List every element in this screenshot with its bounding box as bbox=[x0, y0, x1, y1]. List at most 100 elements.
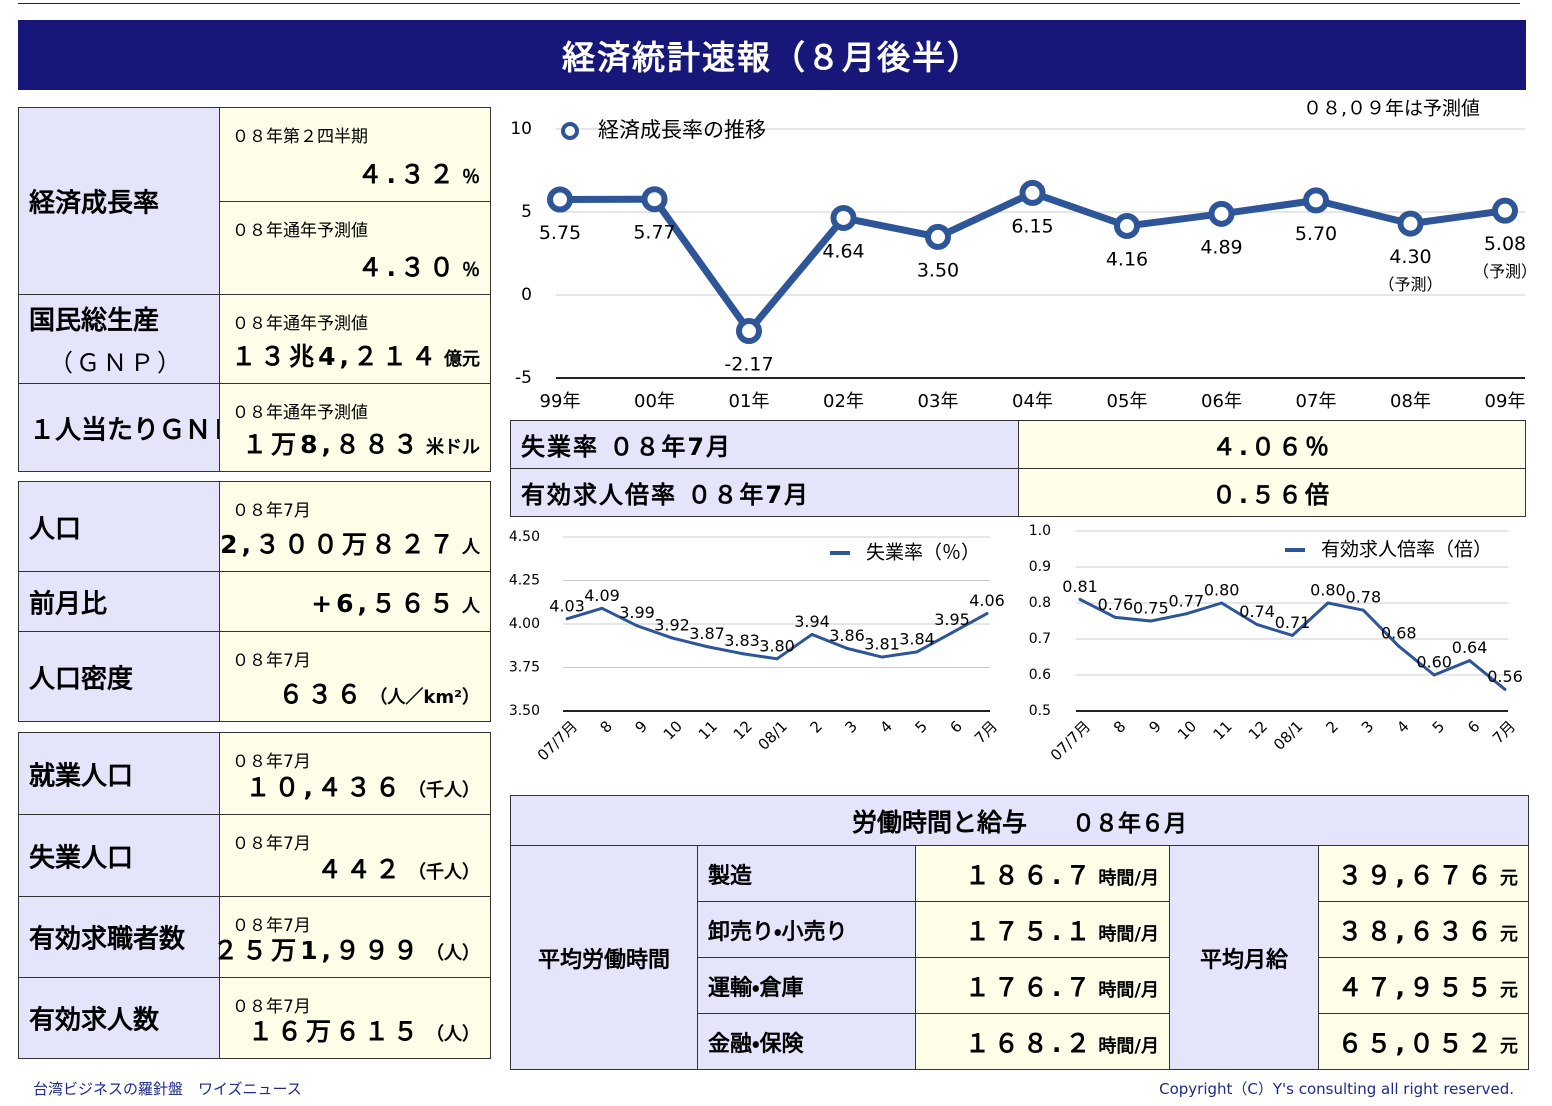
point bbox=[1255, 623, 1259, 627]
footer-right: Copyright（C）Y's consulting all right res… bbox=[1159, 1080, 1514, 1098]
label-text: 人口密度 bbox=[29, 664, 134, 694]
data-label: 3.99 bbox=[619, 603, 655, 622]
value-caption: ０８年通年予測値 bbox=[232, 314, 368, 334]
label-cell: 就業人口 bbox=[18, 732, 220, 815]
value-unit: （人） bbox=[426, 1024, 480, 1045]
label-text: 人口 bbox=[29, 514, 82, 544]
data-label: 3.84 bbox=[899, 629, 935, 648]
point bbox=[1149, 619, 1153, 623]
label-cell: １人当たりＧＮＰ bbox=[18, 383, 237, 472]
value-unit: （千人） bbox=[408, 862, 480, 883]
labor-row: 平均労働時間 製造 １８６.７ 時間/月 平均月給 ３９,６７６ 元 bbox=[510, 845, 1530, 1070]
label-cell: 経済成長率 bbox=[18, 107, 220, 295]
row-label: 経済成長率 bbox=[29, 183, 159, 220]
data-label: 4.06 bbox=[969, 591, 1005, 610]
y-tick-label: 4.00 bbox=[509, 616, 540, 632]
x-tick-label: 9 bbox=[1145, 717, 1164, 736]
y-tick-label: 3.50 bbox=[509, 703, 540, 719]
x-tick-label: 6 bbox=[947, 717, 966, 736]
x-tick-label: 00年 bbox=[634, 391, 675, 412]
x-tick-label: 04年 bbox=[1012, 391, 1053, 412]
labor-row: 運輸・倉庫 １７６.７ 時間/月 ４７,９５５ 元 bbox=[511, 957, 1530, 1014]
employment-value: ４.０６％ bbox=[1018, 420, 1526, 469]
data-label: 0.78 bbox=[1346, 588, 1382, 607]
x-tick-label: 8 bbox=[1110, 717, 1129, 736]
x-tick-label: 09年 bbox=[1485, 391, 1526, 412]
row-label: 人口 bbox=[29, 508, 81, 545]
point bbox=[1468, 659, 1472, 663]
point bbox=[1397, 644, 1401, 648]
label-text: 経済成長率 bbox=[29, 188, 160, 219]
point-marker bbox=[925, 223, 951, 250]
value-caption: ０８年7月 bbox=[232, 997, 311, 1017]
x-tick-label: 2 bbox=[1322, 717, 1341, 736]
wage: ３９,６７６ 元 bbox=[1317, 845, 1530, 902]
x-tick-label: 4 bbox=[1393, 717, 1412, 736]
labor-period: ０８年６月 bbox=[1072, 810, 1188, 837]
data-label: 4.16 bbox=[1106, 248, 1148, 270]
y-tick-label: -5 bbox=[515, 368, 532, 388]
point-marker bbox=[736, 318, 762, 345]
data-label: 0.56 bbox=[1487, 667, 1523, 686]
value-caption: ０８年7月 bbox=[232, 752, 311, 772]
y-tick-label: 10 bbox=[510, 119, 532, 139]
point bbox=[600, 606, 604, 610]
point bbox=[880, 655, 884, 659]
point bbox=[985, 612, 989, 616]
point-note: （予測） bbox=[1378, 275, 1442, 294]
legend-marker bbox=[561, 122, 579, 140]
x-tick-label: 12 bbox=[1245, 717, 1271, 743]
data-label: 6.15 bbox=[1011, 215, 1053, 237]
x-tick-label: 08/1 bbox=[754, 717, 791, 754]
row-label: 人口密度 bbox=[29, 658, 133, 695]
data-label: 3.95 bbox=[934, 610, 970, 629]
hours-label: 平均労働時間 bbox=[510, 845, 698, 1070]
point-marker bbox=[641, 186, 668, 213]
value-cell: ０８年通年予測値 １万8,８８３ 米ドル bbox=[219, 383, 491, 472]
y-tick-label: 4.25 bbox=[509, 573, 540, 589]
industry: 運輸・倉庫 bbox=[697, 957, 916, 1014]
hours-value: １６８.２ bbox=[964, 1028, 1095, 1058]
x-tick-label: 2 bbox=[807, 717, 826, 736]
value-unit: ％ bbox=[462, 260, 480, 281]
x-tick-label: 7月 bbox=[971, 717, 1001, 747]
hours-value: １８６.７ bbox=[964, 860, 1095, 890]
labor-row: 金融・保険 １６８.２ 時間/月 ６５,０５２ 元 bbox=[511, 1013, 1530, 1070]
label-cell: 人口 bbox=[18, 481, 220, 572]
row-label: １人当たりＧＮＰ bbox=[29, 409, 237, 446]
value-unit: ％ bbox=[462, 166, 480, 188]
point bbox=[1113, 615, 1117, 619]
value-number: ４.３０ bbox=[357, 253, 458, 282]
value-unit: 人 bbox=[462, 595, 480, 617]
point bbox=[705, 645, 709, 649]
hours: １８６.７ 時間/月 bbox=[915, 845, 1170, 902]
point bbox=[1361, 608, 1365, 612]
labor-header: 労働時間と給与 ０８年６月 bbox=[509, 795, 1530, 846]
x-tick-label: 8 bbox=[597, 717, 616, 736]
point bbox=[1326, 601, 1330, 605]
data-label: 0.80 bbox=[1204, 581, 1240, 600]
wage-unit: 元 bbox=[1500, 1035, 1519, 1057]
value-number: １０,４３６ bbox=[245, 773, 404, 802]
point-marker bbox=[1492, 197, 1518, 224]
row-label: 失業人口 bbox=[29, 837, 133, 874]
data-label: 3.94 bbox=[794, 612, 830, 631]
value-number: １万8,８８３ bbox=[242, 430, 422, 459]
x-tick-label: 08年 bbox=[1390, 391, 1431, 412]
point bbox=[775, 657, 779, 661]
value-unit: 人 bbox=[462, 537, 480, 558]
legend-label: 有効求人倍率（倍） bbox=[1321, 539, 1492, 561]
employment-value: ０.５６倍 bbox=[1018, 468, 1526, 517]
x-tick-label: 12 bbox=[730, 717, 756, 743]
hours-value: １７６.７ bbox=[964, 972, 1095, 1002]
row-label: 有効求職者数 bbox=[29, 919, 185, 956]
wage-unit: 元 bbox=[1500, 867, 1519, 889]
value: ２５万1,９９９ （人） bbox=[213, 931, 480, 967]
x-tick-label: 06年 bbox=[1201, 391, 1242, 412]
label-text: １人当たりＧＮＰ bbox=[29, 415, 238, 445]
x-tick-label: 11 bbox=[695, 717, 721, 743]
x-tick-label: 4 bbox=[877, 717, 896, 736]
y-tick-label: 0.9 bbox=[1029, 559, 1051, 575]
wage-value: ３８,６３６ bbox=[1337, 916, 1497, 946]
